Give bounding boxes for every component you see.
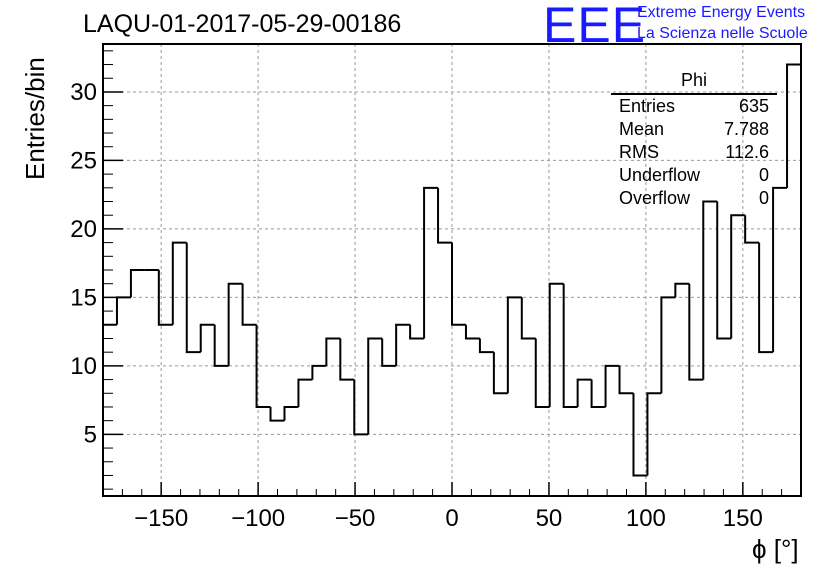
y-tick-label: 25 <box>70 147 97 174</box>
histogram-bin <box>185 242 201 354</box>
stats-value: 0 <box>758 165 769 185</box>
histogram-bin <box>227 282 243 366</box>
histogram-bin <box>199 323 215 353</box>
histogram-bin <box>534 338 550 408</box>
x-tick-label: −50 <box>335 505 376 532</box>
histogram-bin <box>548 282 564 407</box>
x-axis-label: ϕ [°] <box>752 534 799 564</box>
histogram-bin <box>562 283 578 408</box>
histogram-bin <box>102 323 117 496</box>
y-tick-label: 20 <box>70 216 97 243</box>
histogram-bin <box>478 338 494 354</box>
histogram-bin <box>772 186 788 353</box>
chart-title: LAQU-01-2017-05-29-00186 <box>83 10 402 38</box>
y-tick-label: 15 <box>70 284 97 311</box>
y-tick-label: 5 <box>84 421 97 448</box>
eee-logo: EEE <box>543 0 647 53</box>
histogram-bin <box>730 214 746 339</box>
histogram-bin <box>129 269 145 298</box>
y-tick-label: 10 <box>70 353 97 380</box>
histogram-bin <box>618 365 634 395</box>
histogram-bin <box>688 283 704 381</box>
histogram-bin <box>576 378 592 407</box>
histogram-bin <box>702 200 718 380</box>
histogram-bin <box>171 241 187 325</box>
stats-row: Overflow 0 <box>611 187 777 210</box>
logo-line-1: Extreme Energy Events <box>637 4 806 21</box>
histogram-bin <box>297 378 313 407</box>
histogram-bin <box>492 352 508 395</box>
histogram-bin <box>255 324 271 408</box>
histogram-bin <box>269 406 285 422</box>
stats-title: Phi <box>611 70 777 95</box>
stats-label: Entries <box>619 96 676 116</box>
histogram-bin <box>283 405 299 421</box>
logo-line-2: La Scienza nelle Scuole <box>637 25 808 42</box>
histogram-bin <box>758 242 774 354</box>
histogram-bin <box>632 393 648 477</box>
histogram-bin <box>395 323 411 366</box>
histogram-bin <box>464 324 480 340</box>
axis-ticks <box>103 50 783 496</box>
histogram-bin <box>506 296 522 394</box>
histogram-bin <box>674 282 690 298</box>
tick-labels: −150 −100 −50 0 50 100 150 5 10 15 20 25 30 <box>70 79 763 532</box>
stats-value: 112.6 <box>725 142 769 162</box>
stats-box: Phi Entries 635 Mean 7.788 RMS 112.6 Underf… <box>611 70 777 210</box>
histogram-bin <box>590 379 606 408</box>
x-tick-label: 0 <box>445 505 458 532</box>
histogram-bin <box>213 324 229 367</box>
histogram-bin <box>604 364 620 407</box>
histogram-bin <box>520 297 536 340</box>
x-tick-label: −100 <box>231 505 285 532</box>
stats-value: 635 <box>738 96 769 116</box>
x-tick-label: −150 <box>134 505 188 532</box>
histogram-bin <box>311 364 327 380</box>
x-tick-label: 50 <box>536 505 563 532</box>
histogram-bin <box>353 379 369 436</box>
histogram-bin <box>325 337 341 366</box>
stats-label: Mean <box>619 119 665 139</box>
y-axis-label: Entries/bin <box>20 57 50 180</box>
stats-row: Entries 635 <box>611 95 777 118</box>
stats-value: 0 <box>758 188 769 208</box>
stats-row: Underflow 0 <box>611 164 777 187</box>
histogram-bin <box>646 392 662 476</box>
histogram-bin <box>381 338 397 367</box>
histogram-bin <box>115 296 131 325</box>
histogram-bin <box>409 324 425 340</box>
stats-value: 7.788 <box>723 119 769 139</box>
x-tick-label: 100 <box>626 505 666 532</box>
x-tick-label: 150 <box>723 505 763 532</box>
histogram-bin <box>786 63 802 496</box>
stats-label: Underflow <box>619 165 701 185</box>
histogram-bin <box>744 215 760 244</box>
histogram-bin <box>660 296 676 394</box>
histogram-bin <box>451 242 466 326</box>
histogram-bars <box>102 63 802 496</box>
histogram-bin <box>241 283 257 326</box>
histogram-bin <box>423 186 439 339</box>
histogram-bin <box>367 337 383 435</box>
histogram-bin <box>716 201 732 340</box>
stats-row: RMS 112.6 <box>611 141 777 164</box>
stats-row: Mean 7.788 <box>611 118 777 141</box>
histogram-bin <box>437 187 452 244</box>
stats-label: Overflow <box>619 188 691 208</box>
y-tick-label: 30 <box>70 79 97 106</box>
histogram-bin <box>157 270 173 326</box>
histogram-bin <box>339 338 355 381</box>
stats-label: RMS <box>619 142 659 162</box>
